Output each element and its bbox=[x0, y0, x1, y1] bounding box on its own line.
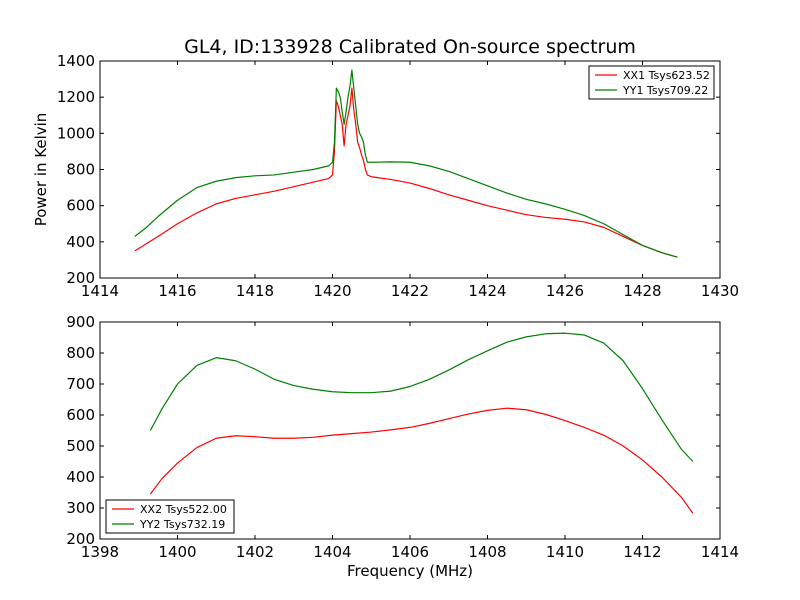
legend-entry: YY2 Tsys732.19 bbox=[139, 518, 225, 531]
y-tick-label: 600 bbox=[66, 197, 95, 215]
chart-title: GL4, ID:133928 Calibrated On-source spec… bbox=[184, 36, 636, 58]
y-tick-label: 400 bbox=[66, 468, 95, 486]
legend-entry: XX1 Tsys623.52 bbox=[623, 69, 710, 82]
x-tick-label: 1422 bbox=[391, 282, 429, 300]
legend-entry: YY1 Tsys709.22 bbox=[622, 84, 708, 97]
x-tick-label: 1428 bbox=[623, 282, 661, 300]
legend: XX1 Tsys623.52 YY1 Tsys709.22 bbox=[588, 65, 715, 100]
x-axis-label: Frequency (MHz) bbox=[347, 562, 473, 580]
series-line-1 bbox=[149, 407, 694, 514]
x-tick-label: 1406 bbox=[391, 543, 429, 561]
top-subplot: 1414 1416 1418 1420 1422 1424 1426 1428 1430 200 4… bbox=[32, 36, 739, 300]
legend-entry: XX2 Tsys522.00 bbox=[140, 503, 227, 516]
x-tick-label: 1398 bbox=[81, 543, 119, 561]
legend-box bbox=[105, 499, 235, 534]
bottom-subplot: 1398 1400 1402 1404 1406 1408 1410 1412 1414 200 3… bbox=[66, 313, 739, 580]
y-tick-label: 600 bbox=[66, 406, 95, 424]
x-tick-label: 1408 bbox=[468, 543, 506, 561]
legend-box bbox=[588, 65, 715, 100]
y-tick-label: 700 bbox=[66, 375, 95, 393]
y-tick-label: 800 bbox=[66, 161, 95, 179]
x-tick-label: 1404 bbox=[313, 543, 351, 561]
y-tick-label: 500 bbox=[66, 437, 95, 455]
y-tick-label: 800 bbox=[66, 344, 95, 362]
x-tick-label: 1430 bbox=[701, 282, 739, 300]
x-tick-label: 1424 bbox=[468, 282, 506, 300]
x-tick-label: 1412 bbox=[623, 543, 661, 561]
legend: XX2 Tsys522.00 YY2 Tsys732.19 bbox=[105, 499, 235, 534]
y-tick-label: 1200 bbox=[57, 88, 95, 106]
x-tick-label: 1418 bbox=[236, 282, 274, 300]
y-tick-label: 1000 bbox=[57, 124, 95, 142]
x-tick-label: 1402 bbox=[236, 543, 274, 561]
y-axis-label: Power in Kelvin bbox=[32, 113, 50, 227]
x-tick-label: 1400 bbox=[158, 543, 196, 561]
series-line-1 bbox=[134, 87, 678, 258]
x-tick-label: 1426 bbox=[546, 282, 584, 300]
x-tick-label: 1414 bbox=[81, 282, 119, 300]
series-line-2 bbox=[149, 332, 694, 462]
y-tick-label: 300 bbox=[66, 499, 95, 517]
y-tick-label: 400 bbox=[66, 233, 95, 251]
y-tick-label: 200 bbox=[66, 269, 95, 287]
x-tick-label: 1414 bbox=[701, 543, 739, 561]
y-tick-label: 1400 bbox=[57, 52, 95, 70]
x-tick-label: 1410 bbox=[546, 543, 584, 561]
x-tick-label: 1416 bbox=[158, 282, 196, 300]
x-tick-label: 1420 bbox=[313, 282, 351, 300]
series-line-2 bbox=[134, 69, 678, 258]
y-tick-label: 200 bbox=[66, 530, 95, 548]
y-tick-label: 900 bbox=[66, 313, 95, 331]
